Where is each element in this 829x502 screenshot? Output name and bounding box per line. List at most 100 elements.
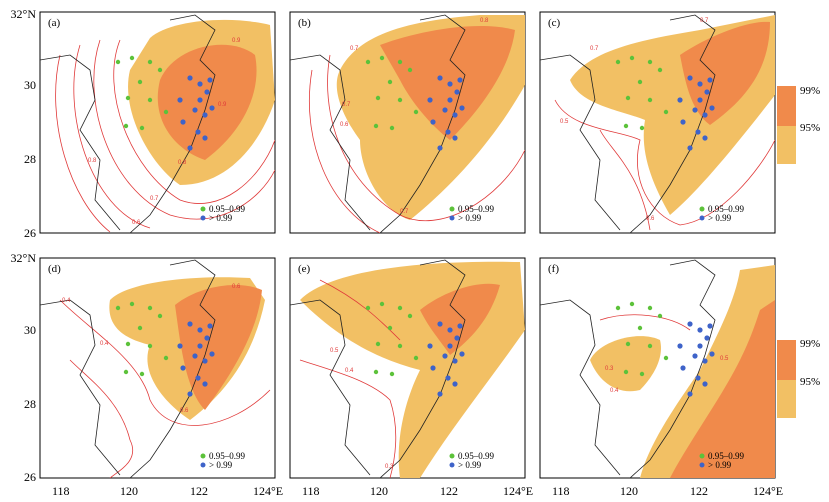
station-green-d-6	[147, 343, 153, 349]
panel-a-label: (a)	[48, 17, 61, 29]
station-blue-f-3	[677, 343, 683, 349]
station-green-d-1	[129, 301, 135, 307]
station-green-b-0	[365, 59, 371, 65]
lat-tick-26-top: 26	[24, 226, 36, 240]
station-green-e-7	[413, 355, 419, 361]
legend-green-b	[449, 206, 455, 212]
station-blue-e-3	[427, 343, 433, 349]
colorbar-bottom-95	[777, 380, 796, 418]
station-green-f-8	[623, 369, 629, 375]
station-blue-b-10	[457, 77, 463, 83]
colorbar-top-99	[777, 86, 796, 126]
region-99-b	[380, 25, 515, 140]
station-blue-d-11	[197, 343, 203, 349]
contour-label-e-2: 0.3	[385, 464, 394, 470]
lat-tick-30-top: 30	[24, 78, 36, 92]
station-blue-e-4	[442, 353, 448, 359]
station-blue-f-6	[680, 365, 686, 371]
station-green-f-2	[647, 305, 653, 311]
legend-green-label-f: 0.95–0.99	[708, 451, 745, 461]
coastline-f	[540, 259, 716, 478]
contour-label-d-2: 0.4	[100, 341, 109, 347]
station-green-b-8	[373, 123, 379, 129]
station-green-e-2	[397, 305, 403, 311]
station-green-a-0	[115, 59, 121, 65]
station-blue-d-9	[187, 391, 193, 397]
station-blue-a-12	[209, 105, 215, 111]
lat-axis-top: 26 28 30 32°N	[11, 7, 37, 240]
station-blue-a-9	[187, 145, 193, 151]
lon-tick-124-c: 124°E	[753, 484, 783, 498]
points-d	[115, 301, 215, 397]
lon-tick-122-a: 122	[190, 484, 208, 498]
points-e	[365, 301, 465, 397]
station-green-b-7	[413, 109, 419, 115]
station-green-b-6	[397, 97, 403, 103]
contour-label-a-5: 0.6	[132, 220, 141, 226]
station-blue-a-1	[197, 81, 203, 87]
legend-green-c	[699, 206, 705, 212]
lon-tick-122-c: 122	[690, 484, 708, 498]
station-blue-c-0	[687, 75, 693, 81]
station-blue-e-7	[445, 375, 451, 381]
colorbar-bottom-99	[777, 340, 796, 380]
colorbar-top: 99% 95%	[777, 85, 820, 164]
station-blue-f-5	[702, 358, 708, 364]
station-green-a-8	[123, 123, 129, 129]
contour-label-f-1: 0.4	[610, 388, 619, 394]
station-blue-f-2	[704, 335, 710, 341]
station-blue-b-12	[459, 105, 465, 111]
contour-label-f-0: 0.3	[605, 366, 614, 372]
panel-b: (b) 0.95–0.99 > 0.99	[289, 11, 526, 234]
station-blue-f-11	[697, 343, 703, 349]
contour-label-a-3: 0.7	[150, 196, 159, 202]
station-blue-b-9	[437, 145, 443, 151]
legend-blue-label-d: > 0.99	[209, 460, 233, 470]
coastline-a	[40, 14, 216, 233]
station-green-b-2	[397, 59, 403, 65]
station-blue-c-10	[707, 77, 713, 83]
station-blue-a-0	[187, 75, 193, 81]
legend-blue-label-e: > 0.99	[458, 460, 482, 470]
contour-label-b-3: 0.6	[340, 122, 349, 128]
station-green-a-9	[139, 125, 145, 131]
legend-blue-b	[449, 215, 455, 221]
contour-label-c-0: 0.7	[700, 18, 709, 24]
station-green-d-4	[137, 325, 143, 331]
station-blue-c-6	[680, 119, 686, 125]
panel-c: (c) 0.95–0.99 > 0.99	[539, 11, 776, 234]
station-blue-a-7	[195, 129, 201, 135]
station-blue-c-1	[697, 81, 703, 87]
legend-blue-label-a: > 0.99	[209, 213, 233, 223]
contours-c	[554, 99, 775, 231]
contour-label-c-1: 0.7	[590, 46, 599, 52]
legend-blue-c	[699, 215, 705, 221]
station-green-b-9	[389, 125, 395, 131]
legend-blue-d	[200, 462, 206, 468]
colorbar-top-95-label: 95%	[800, 122, 820, 134]
station-blue-f-8	[702, 381, 708, 387]
station-blue-a-5	[202, 112, 208, 118]
lon-axis: 118 120 122 124°E 118 120 122 124°E 118 …	[52, 484, 783, 498]
station-green-b-5	[375, 95, 381, 101]
lat-tick-28-top: 28	[24, 152, 36, 166]
lon-tick-122-b: 122	[440, 484, 458, 498]
contour-label-c-3: 0.6	[646, 216, 655, 222]
station-green-c-1	[629, 55, 635, 61]
station-green-a-2	[147, 59, 153, 65]
station-blue-b-6	[430, 119, 436, 125]
lat-tick-32-bottom: 32°N	[11, 251, 37, 265]
station-green-d-7	[163, 355, 169, 361]
station-blue-b-2	[454, 89, 460, 95]
legend-green-label-c: 0.95–0.99	[708, 204, 745, 214]
legend-green-e	[449, 453, 455, 459]
station-blue-d-3	[177, 343, 183, 349]
station-green-c-6	[647, 97, 653, 103]
coastline-b	[290, 14, 466, 233]
station-blue-f-12	[709, 351, 715, 357]
station-green-f-3	[657, 313, 663, 319]
station-green-f-1	[629, 301, 635, 307]
station-blue-d-10	[207, 323, 213, 329]
colorbar-bottom-99-label: 99%	[800, 338, 820, 350]
station-blue-b-11	[447, 97, 453, 103]
